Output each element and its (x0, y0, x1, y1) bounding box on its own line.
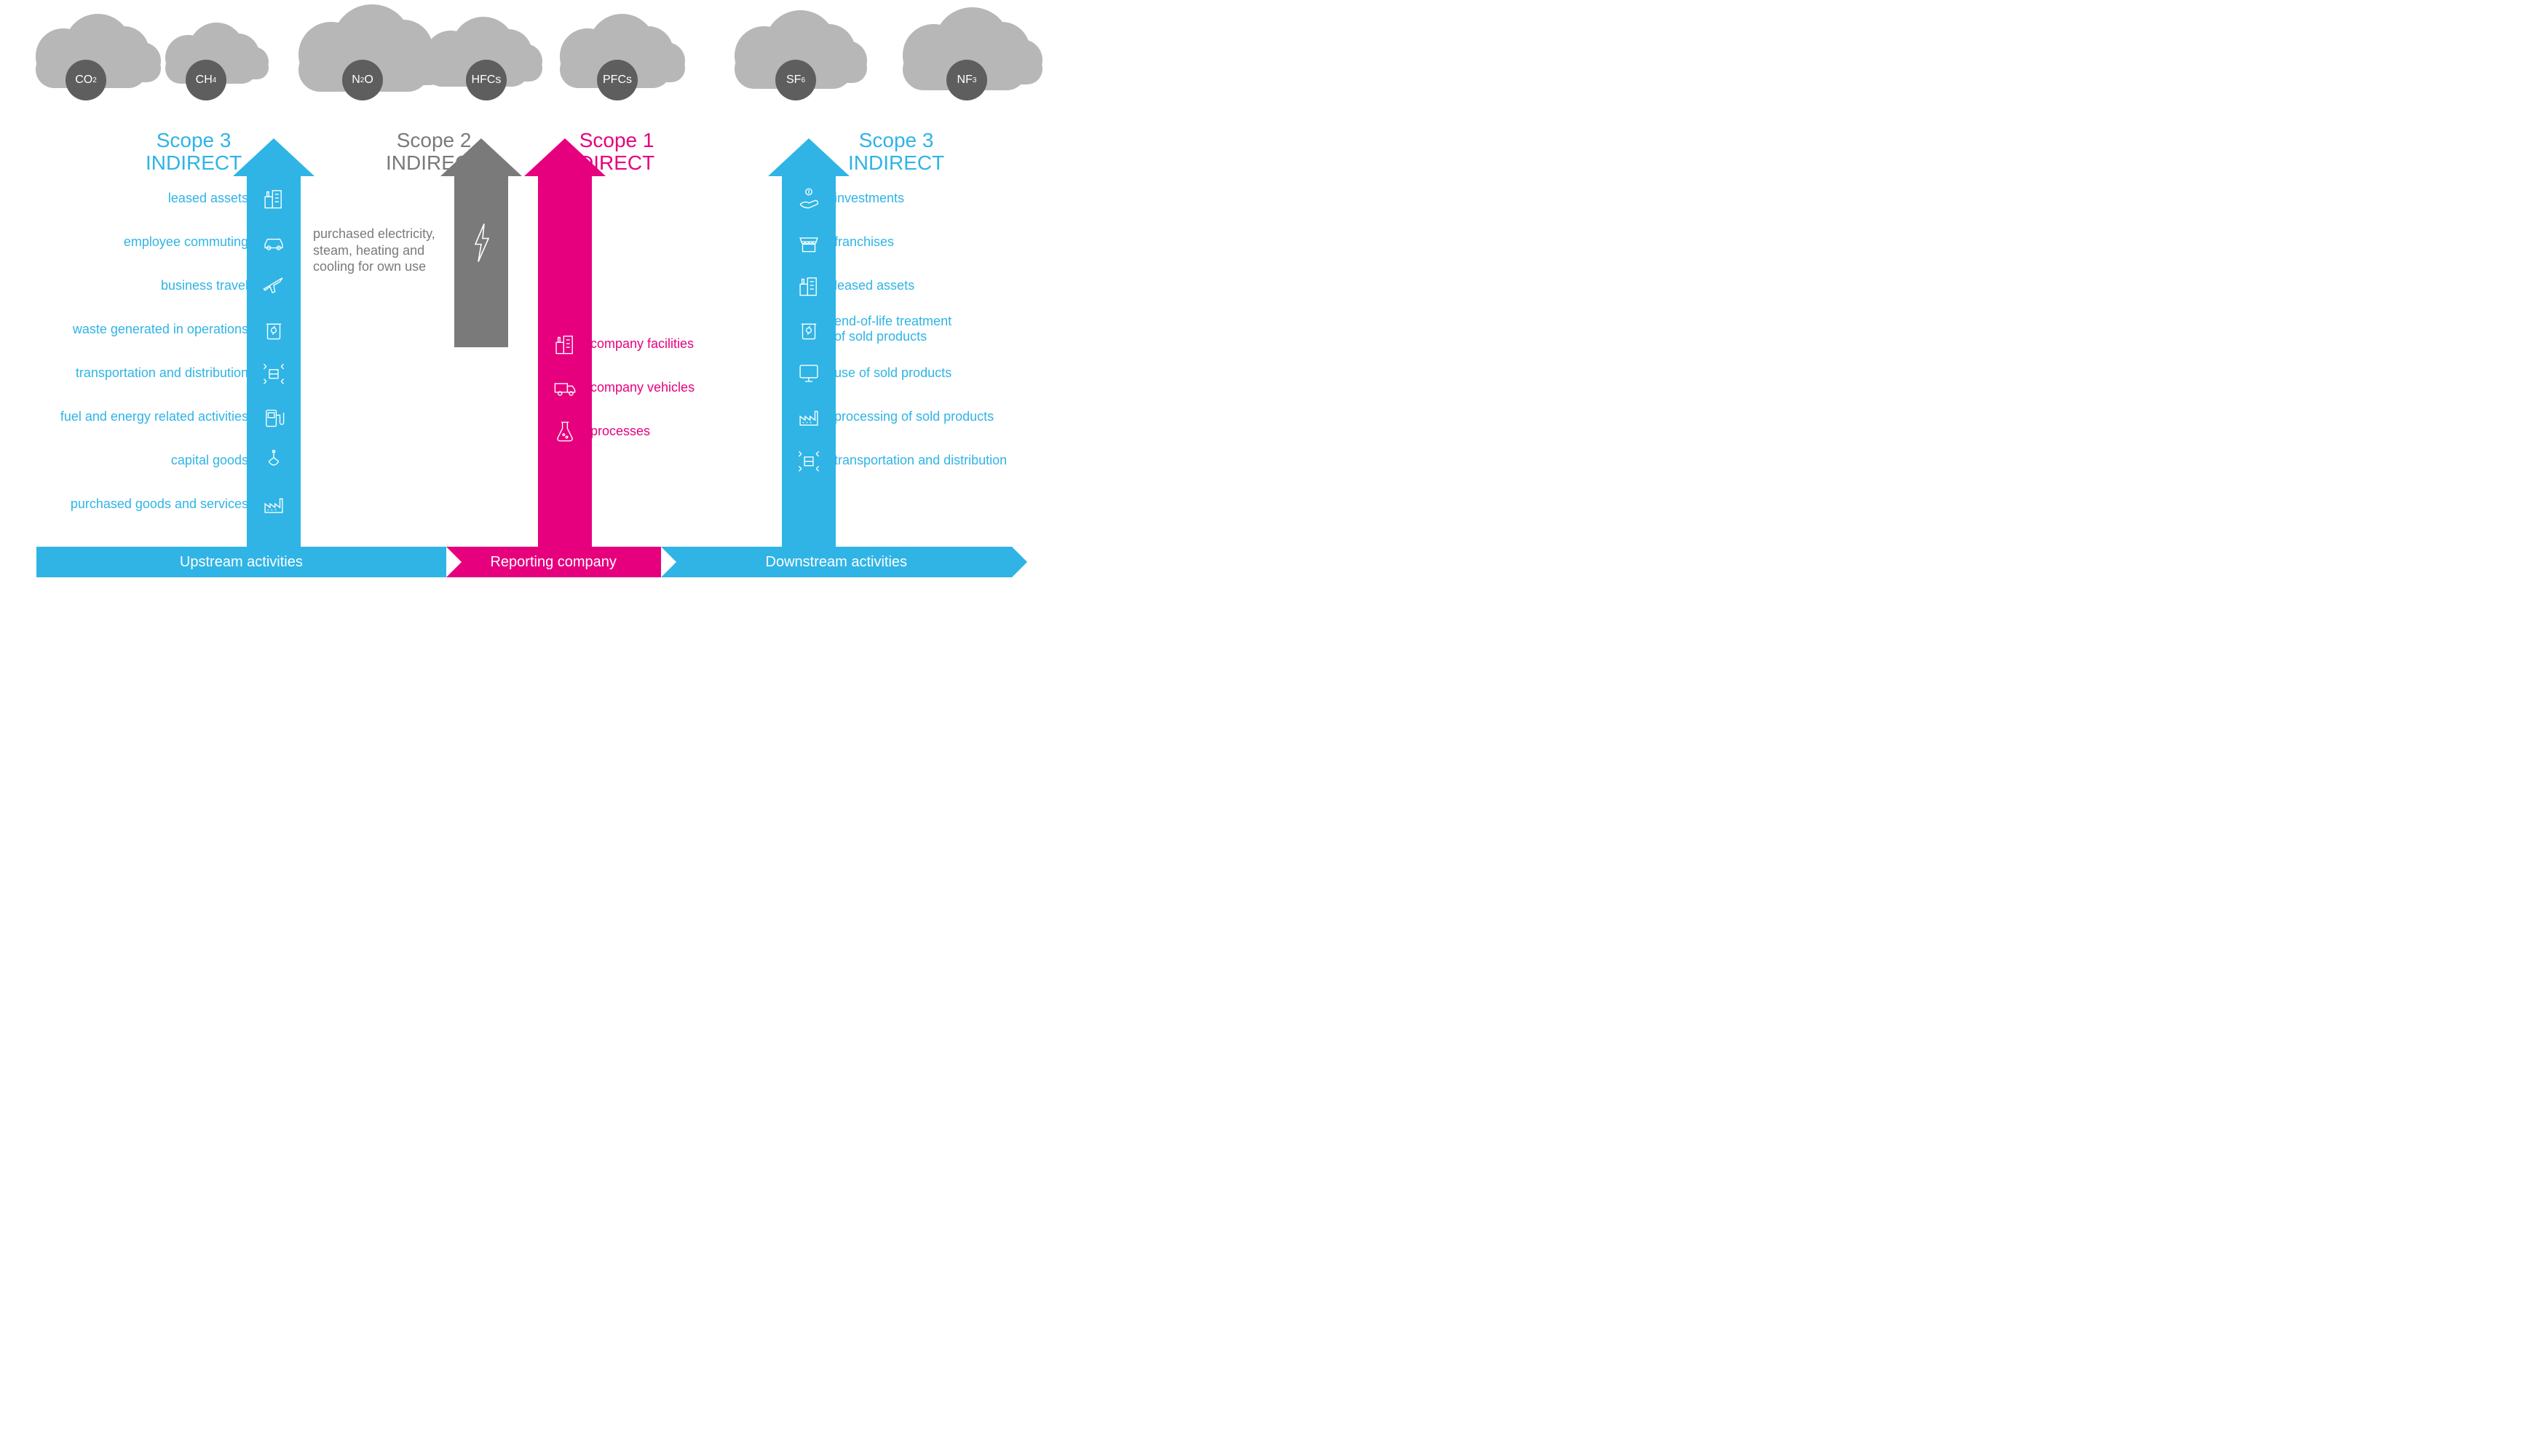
phase-label: Reporting company (490, 554, 616, 571)
scope2-description: purchased electricity, steam, heating an… (313, 226, 451, 275)
gas-clouds-row: CO2 CH4 N2O HFCs PFC (0, 15, 1048, 116)
scope-item: use of sold products (795, 351, 1042, 395)
scope-item-label: waste generated in operations (73, 322, 248, 337)
activity-phase-bar: Upstream activities Reporting company Do… (36, 547, 1012, 577)
gas-badge: CH4 (186, 60, 226, 100)
scope-item-label: use of sold products (834, 365, 951, 381)
scope-item: company facilities (551, 322, 799, 365)
scope-item: waste generated in operations (40, 307, 288, 351)
monitor-icon (795, 359, 823, 387)
phase-label: Upstream activities (180, 554, 303, 571)
scope-item-label: franchises (834, 234, 894, 250)
phase-label: Downstream activities (766, 554, 908, 571)
scope-item-label: investments (834, 191, 904, 206)
scope-item: purchased goods and services (40, 482, 288, 526)
scope-item: leased assets (795, 264, 1042, 307)
scope-item: leased assets (40, 176, 288, 220)
scope-item: end-of-life treatment of sold products (795, 307, 1042, 351)
scope-item: processing of sold products (795, 395, 1042, 438)
car-icon (260, 228, 288, 256)
building-icon (551, 330, 579, 357)
gas-badge: N2O (342, 60, 383, 100)
scope-item-label: leased assets (834, 278, 914, 293)
scope-item-label: company vehicles (590, 380, 695, 395)
bin-icon (795, 315, 823, 343)
scope-item: employee commuting (40, 220, 288, 264)
phase-segment: Downstream activities (661, 547, 1012, 577)
scope-item-label: processing of sold products (834, 409, 994, 424)
scope-item-label: employee commuting (124, 234, 248, 250)
hand-coin-icon (795, 184, 823, 212)
scope-title-line2: INDIRECT (848, 151, 944, 174)
fuel-icon (260, 403, 288, 430)
building-icon (260, 184, 288, 212)
box-arrows-icon (260, 359, 288, 387)
scope-item: company vehicles (551, 365, 799, 409)
scope-title-upstream: Scope 3 INDIRECT (146, 130, 242, 175)
building-icon (795, 272, 823, 299)
scope-item: business travel (40, 264, 288, 307)
gas-badge: HFCs (466, 60, 507, 100)
scope-item: fuel and energy related activities (40, 395, 288, 438)
flask-icon (551, 417, 579, 445)
scope-item: capital goods (40, 438, 288, 482)
factory-icon (260, 490, 288, 518)
scope-item: processes (551, 409, 799, 453)
scope-arrow-downstream: investments franchises leased assets end… (768, 138, 850, 551)
scope-item-label: company facilities (590, 336, 694, 352)
scope-title-downstream: Scope 3 INDIRECT (848, 130, 944, 175)
scope-item-label: business travel (161, 278, 248, 293)
scope-item-label: transportation and distribution (76, 365, 248, 381)
scope-item-label: capital goods (171, 453, 248, 468)
plane-icon (260, 272, 288, 299)
scope-arrow-upstream: leased assets employee commuting busines… (233, 138, 314, 551)
scope-title-line1: Scope 3 (859, 129, 934, 151)
scope-arrow-scope1: company facilities company vehicles proc… (524, 138, 606, 551)
scope-item-label: fuel and energy related activities (60, 409, 248, 424)
factory-icon (795, 403, 823, 430)
scope-item: transportation and distribution (40, 351, 288, 395)
phase-segment: Reporting company (446, 547, 661, 577)
scope-arrow-scope2 (440, 138, 522, 347)
scope-item: franchises (795, 220, 1042, 264)
scope-title-line1: Scope 3 (157, 129, 232, 151)
gas-badge: CO2 (66, 60, 106, 100)
scope-item-label: purchased goods and services (71, 496, 248, 512)
box-arrows-icon (795, 446, 823, 474)
gas-badge: NF3 (946, 60, 987, 100)
bolt-icon (467, 221, 496, 269)
scope-item-label: end-of-life treatment of sold products (834, 314, 951, 344)
phase-segment: Upstream activities (36, 547, 446, 577)
scope-item: transportation and distribution (795, 438, 1042, 482)
bin-icon (260, 315, 288, 343)
store-icon (795, 228, 823, 256)
crane-icon (260, 446, 288, 474)
scope-item-label: leased assets (168, 191, 248, 206)
gas-badge: PFCs (597, 60, 638, 100)
scope-item-label: processes (590, 424, 650, 439)
gas-badge: SF6 (775, 60, 816, 100)
scope-item: investments (795, 176, 1042, 220)
scope-title-line2: INDIRECT (146, 151, 242, 174)
scope-item-label: transportation and distribution (834, 453, 1007, 468)
truck-icon (551, 373, 579, 401)
